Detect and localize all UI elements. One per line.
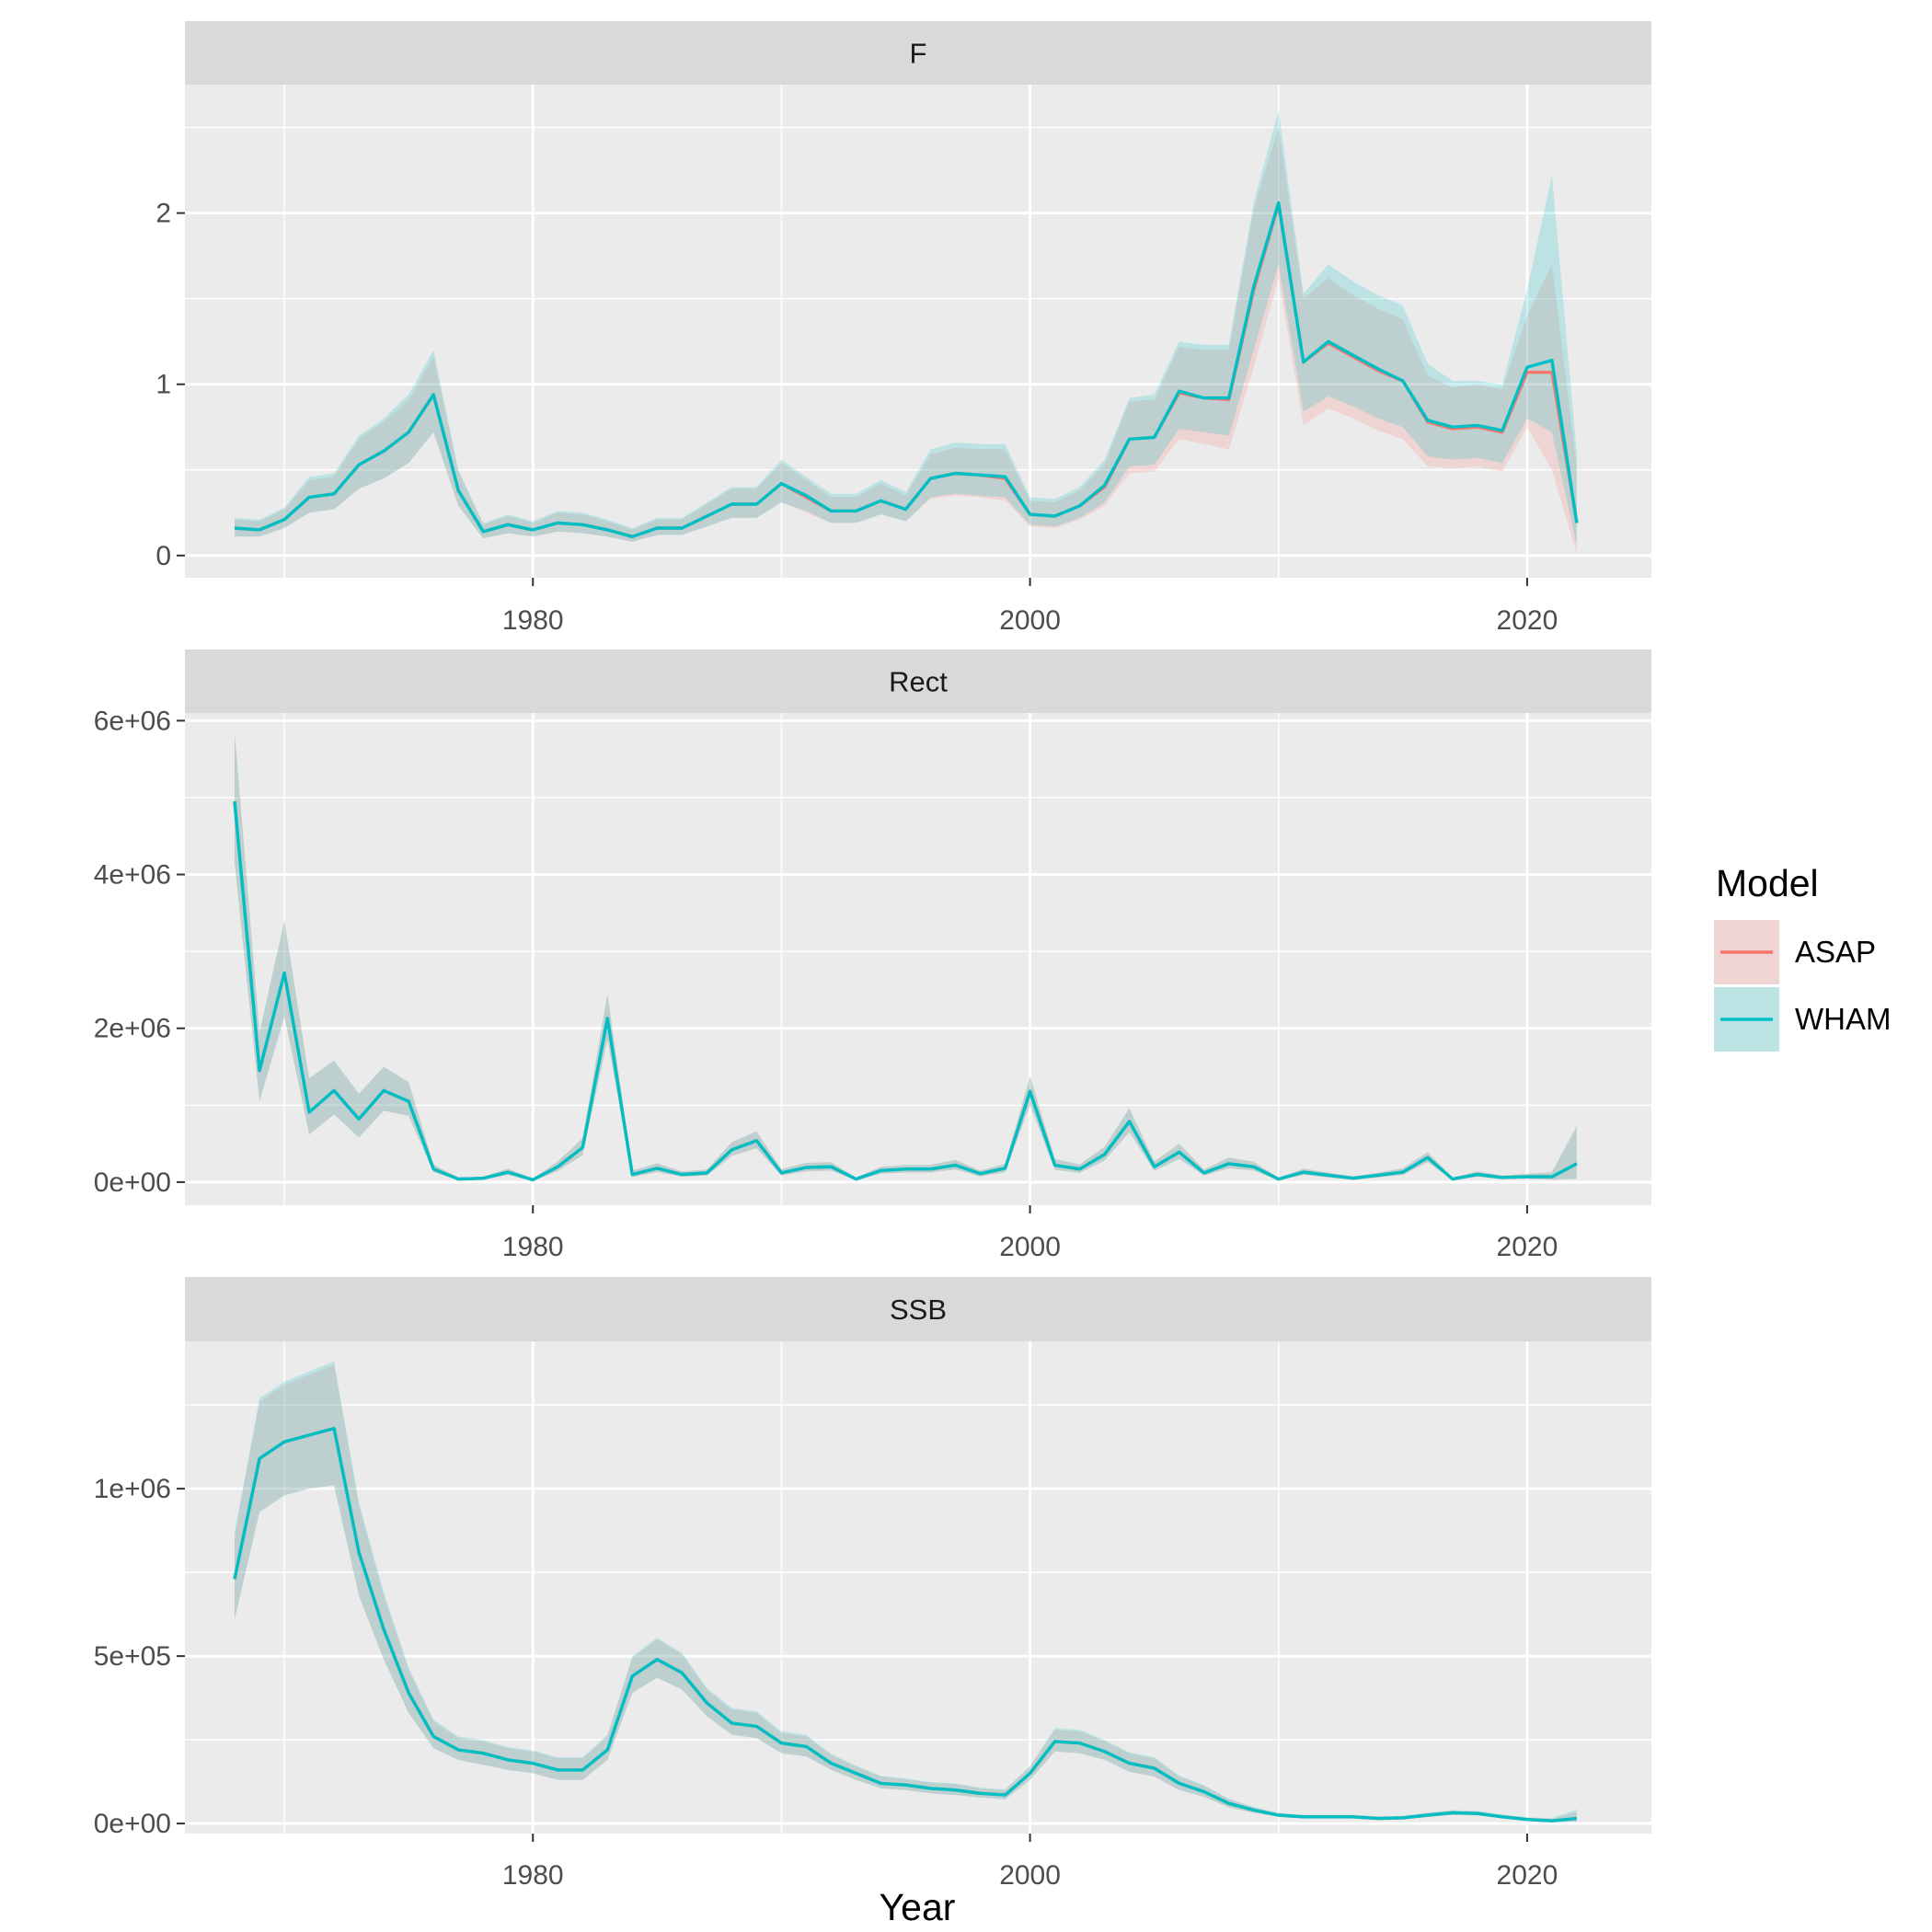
x-tick-label: 2000	[999, 1232, 1061, 1262]
facet-strip-label: F	[910, 38, 927, 70]
facet-strip-label: SSB	[890, 1294, 947, 1326]
y-tick-label: 1e+06	[94, 1474, 171, 1504]
legend-title: Model	[1716, 862, 1819, 904]
line-wham	[233, 1426, 1578, 1823]
facet-strip-label: Rect	[889, 666, 948, 698]
y-tick-label: 0	[155, 541, 171, 571]
legend-label: ASAP	[1795, 935, 1876, 969]
y-tick-label: 6e+06	[94, 706, 171, 736]
y-tick-label: 4e+06	[94, 860, 171, 891]
legend-item-wham: WHAM	[1714, 987, 1891, 1052]
y-tick-label: 2	[155, 199, 171, 229]
y-tick-label: 5e+05	[94, 1641, 171, 1672]
legend-items: ASAP WHAM	[1714, 920, 1891, 1052]
y-tick-label: 0e+00	[94, 1809, 171, 1839]
line-wham	[234, 201, 1579, 538]
x-tick-label: 2020	[1497, 1232, 1558, 1262]
line-wham	[233, 800, 1578, 1182]
x-tick-label: 1980	[502, 1860, 564, 1891]
y-tick-label: 1	[155, 370, 171, 400]
panel-f: F 0 1 2 1980 2000 2020	[155, 21, 1651, 636]
y-tick-label: 0e+00	[94, 1167, 171, 1198]
x-axis-title: Year	[880, 1886, 956, 1928]
legend-label: WHAM	[1795, 1002, 1891, 1036]
x-tick-label: 2000	[999, 1860, 1061, 1891]
y-tick-label: 2e+06	[94, 1014, 171, 1044]
facet-strip	[185, 1277, 1651, 1341]
legend-item-asap: ASAP	[1714, 920, 1876, 984]
panel-background	[185, 1341, 1651, 1834]
ribbon-asap	[235, 127, 1577, 554]
panels: F 0 1 2 1980 2000 2020 Rect 0e+00 2e+06 4e+06 6e+06…	[94, 21, 1651, 1891]
facet-strip	[185, 650, 1651, 713]
panel-ssb: SSB 0e+00 5e+05 1e+06 1980 2000 2020	[94, 1277, 1651, 1891]
x-tick-label: 1980	[502, 1232, 564, 1262]
panel-background	[185, 713, 1651, 1205]
x-tick-label: 1980	[502, 605, 564, 636]
x-tick-label: 2020	[1497, 1860, 1558, 1891]
legend: Model ASAP WHAM	[1714, 862, 1891, 1052]
x-tick-label: 2020	[1497, 605, 1558, 636]
facet-strip	[185, 21, 1651, 85]
x-tick-label: 2000	[999, 605, 1061, 636]
panel-rect: Rect 0e+00 2e+06 4e+06 6e+06 1980 2000 2020	[94, 650, 1651, 1262]
ribbon-wham	[235, 109, 1577, 546]
